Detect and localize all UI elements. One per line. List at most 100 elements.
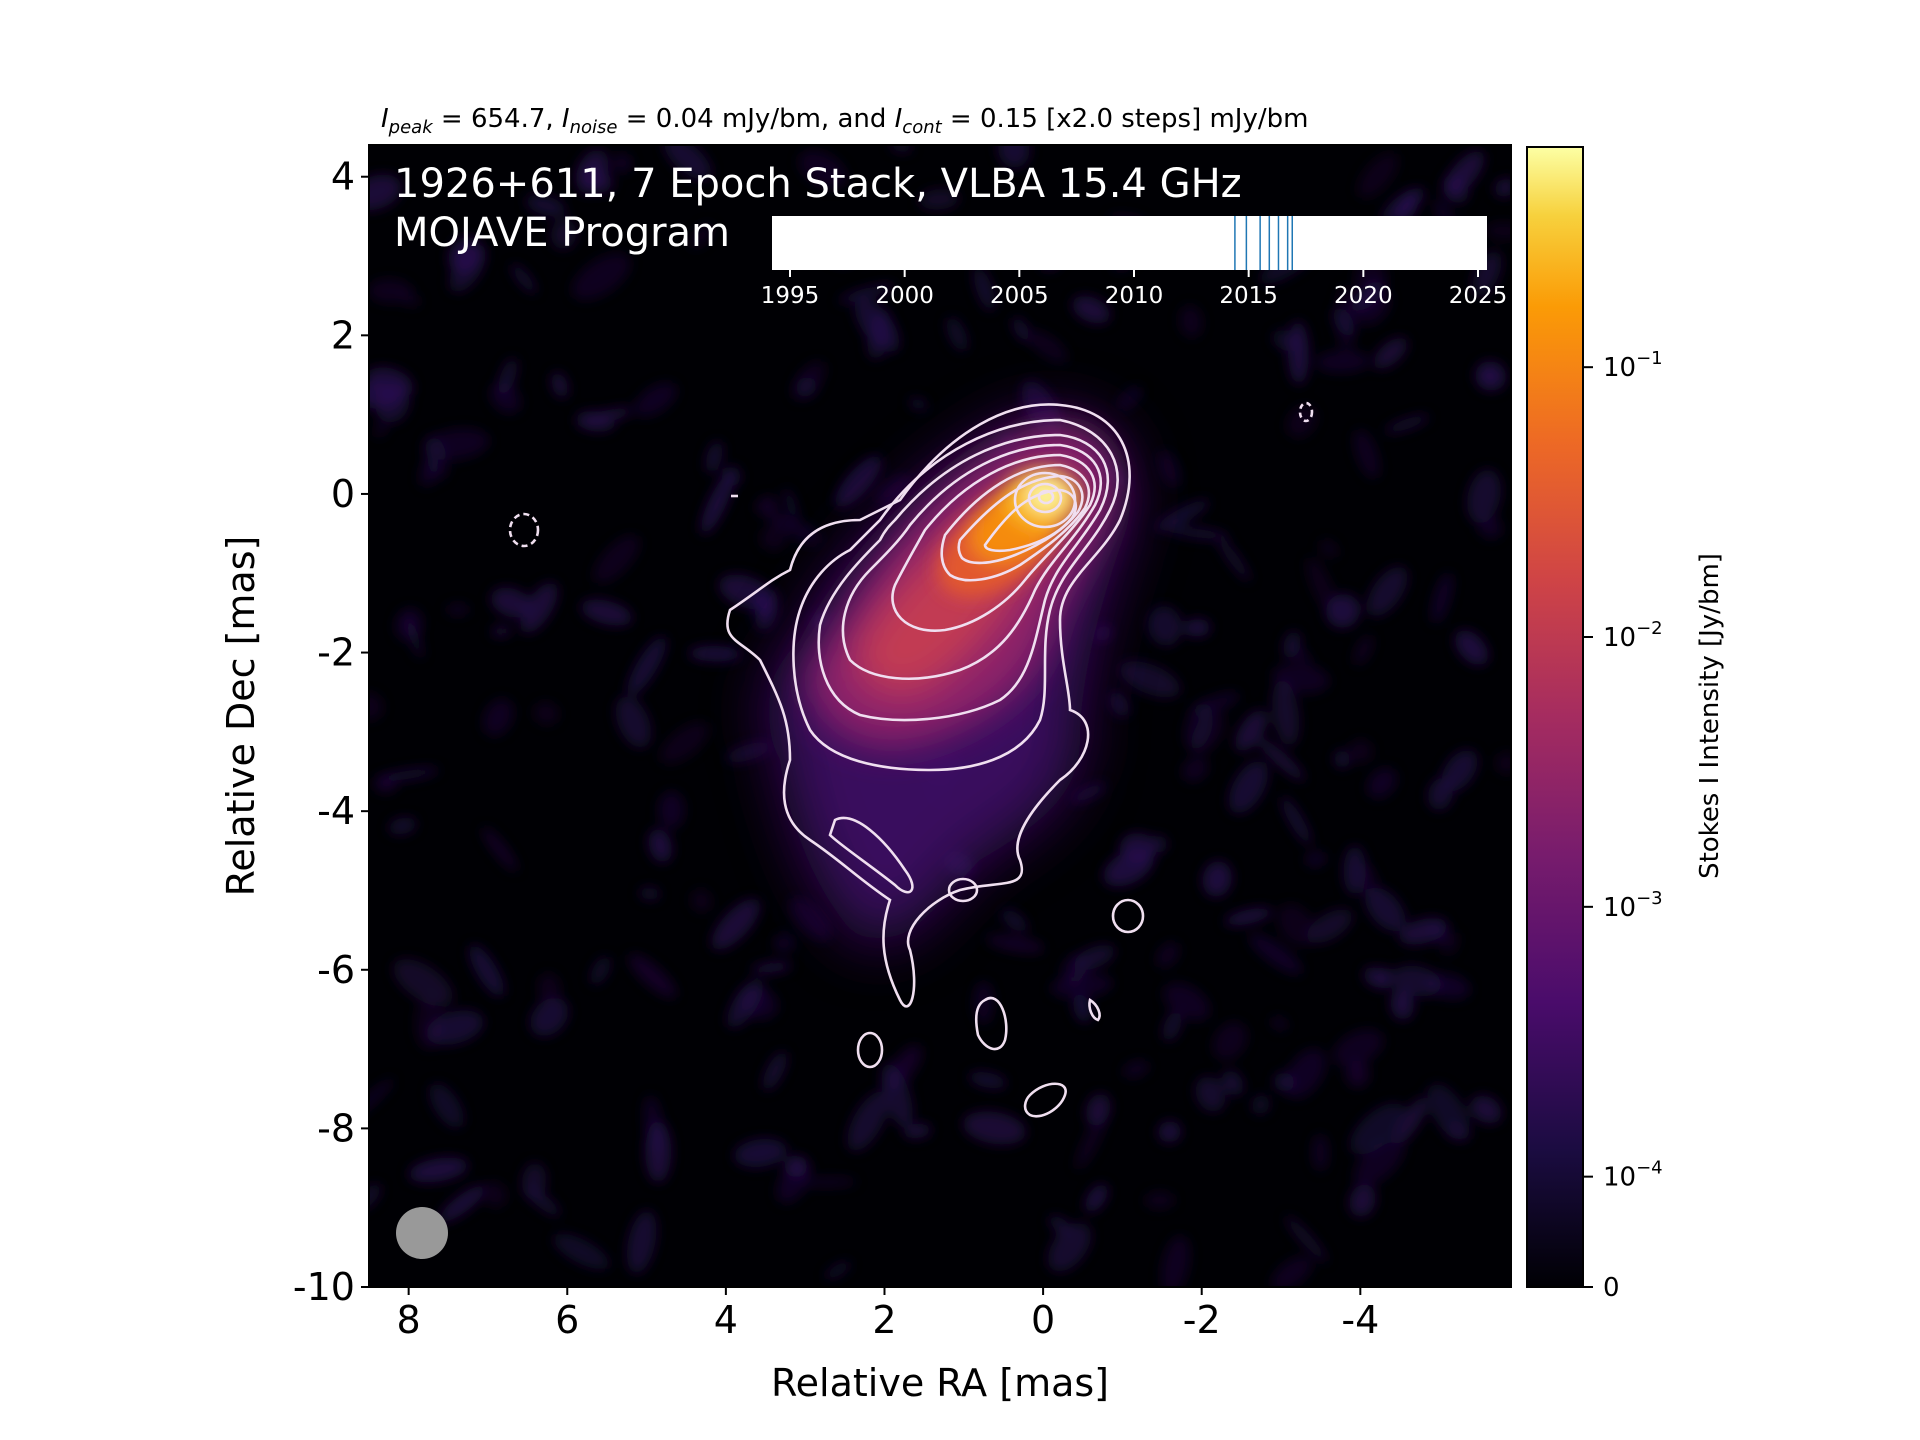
noise-blob <box>1443 174 1469 204</box>
noise-blob <box>1158 450 1180 488</box>
noise-blob <box>688 645 742 662</box>
noise-blob <box>1333 1029 1384 1067</box>
noise-blob <box>448 236 483 274</box>
noise-blob <box>725 741 772 763</box>
noise-blob <box>1357 152 1399 199</box>
noise-blob <box>369 278 413 304</box>
noise-blob <box>783 487 799 523</box>
timeline-ticks: 1995 2000 2005 2010 2015 2020 2025 <box>761 270 1508 309</box>
noise-blob <box>645 1121 672 1183</box>
noise-blob <box>1179 305 1203 338</box>
noise-blob <box>1354 287 1390 326</box>
chart-title: Ipeak = 654.7, Inoise = 0.04 mJy/bm, and… <box>381 104 1308 138</box>
colorbar-frame <box>1526 146 1584 1288</box>
noise-blob <box>1072 295 1110 324</box>
noise-blob <box>482 827 518 872</box>
timeline-box <box>772 216 1487 270</box>
y-tick-label: -10 <box>293 1265 355 1309</box>
noise-blob <box>854 298 900 352</box>
x-tick-label: -2 <box>1183 1298 1221 1342</box>
y-tick-label: -8 <box>317 1106 355 1150</box>
noise-blob <box>1163 982 1210 1021</box>
colorbar-tick-label: 10−3 <box>1603 888 1663 923</box>
noise-blob <box>1349 1184 1376 1217</box>
noise-blob <box>533 701 559 725</box>
noise-blob <box>689 223 714 249</box>
noise-blob <box>1376 967 1393 990</box>
noise-blob <box>1001 909 1028 932</box>
noise-blob <box>1306 909 1353 944</box>
noise-blob <box>776 1158 811 1203</box>
noise-blob <box>691 889 712 913</box>
noise-blob <box>1353 429 1380 479</box>
noise-blob <box>1026 330 1068 363</box>
x-tick-label: 4 <box>714 1298 738 1342</box>
noise-blob <box>847 1091 889 1152</box>
noise-blob <box>1345 1060 1370 1088</box>
y-tick-label: 0 <box>331 472 355 516</box>
timeline-tick-label: 2015 <box>1219 283 1278 309</box>
noise-blob <box>918 188 960 210</box>
noise-blob <box>835 456 882 508</box>
noise-blob <box>1251 1094 1270 1115</box>
noise-blob <box>1272 679 1300 747</box>
noise-blob <box>946 316 968 352</box>
noise-blob <box>1271 1016 1288 1031</box>
noise-blob <box>1119 661 1181 698</box>
noise-blob <box>762 1051 788 1091</box>
noise-blob <box>1162 1011 1182 1042</box>
x-tick-label: 6 <box>555 1298 579 1342</box>
noise-blob <box>1012 317 1030 342</box>
noise-blob <box>628 954 677 998</box>
noise-blob <box>1168 527 1229 540</box>
noise-blob <box>1212 1021 1248 1061</box>
noise-blob <box>1365 887 1406 932</box>
noise-blob <box>405 614 423 659</box>
colorbar-tick-label: 10−1 <box>1603 348 1663 383</box>
noise-blob <box>751 961 793 974</box>
noise-blob <box>575 410 615 432</box>
noise-blob <box>1315 350 1370 373</box>
noise-blob <box>490 587 532 618</box>
noise-blob <box>799 1176 858 1188</box>
noise-blob <box>1367 767 1397 799</box>
noise-blob <box>1427 778 1453 811</box>
noise-blob <box>1319 539 1339 558</box>
noise-blob <box>1273 1072 1295 1092</box>
noise-blob <box>388 817 417 835</box>
x-axis-ticks: 8 6 4 2 0 -2 -4 <box>397 1287 1379 1342</box>
x-tick-label: 8 <box>397 1298 421 1342</box>
noise-blob <box>639 887 661 901</box>
noise-blob <box>408 1157 468 1183</box>
noise-blob <box>439 1185 486 1223</box>
noise-blob <box>792 360 826 401</box>
noise-blob <box>1353 634 1374 666</box>
x-tick-label: -4 <box>1341 1298 1379 1342</box>
noise-blob <box>1306 557 1337 616</box>
noise-blob <box>838 283 896 303</box>
noise-blob <box>587 170 612 194</box>
noise-blob <box>1431 572 1453 624</box>
noise-blob <box>973 981 994 1025</box>
noise-blob <box>1454 630 1489 666</box>
noise-blob <box>1305 851 1327 867</box>
noise-blob <box>756 496 778 516</box>
timeline-tick-label: 2000 <box>875 283 934 309</box>
plot-area <box>368 144 1512 1288</box>
noise-blob <box>490 382 521 414</box>
noise-blob <box>1228 760 1269 814</box>
noise-blob <box>1155 499 1210 531</box>
noise-blob <box>1181 756 1209 782</box>
noise-blob <box>1047 1223 1092 1272</box>
x-axis-label: Relative RA [mas] <box>771 1361 1109 1405</box>
timeline-tick-label: 2025 <box>1449 283 1508 309</box>
noise-blob <box>705 441 723 474</box>
colorbar-tick-label: 10−4 <box>1603 1158 1663 1193</box>
noise-blob <box>734 1138 787 1168</box>
noise-blob <box>530 997 569 1037</box>
noise-blob <box>1184 619 1211 637</box>
noise-blob <box>374 776 397 793</box>
noise-blob <box>1427 1084 1470 1140</box>
beam-ellipse <box>396 1207 448 1259</box>
colorbar-ticks: 0 10−4 10−3 10−2 10−1 <box>1583 348 1663 1303</box>
